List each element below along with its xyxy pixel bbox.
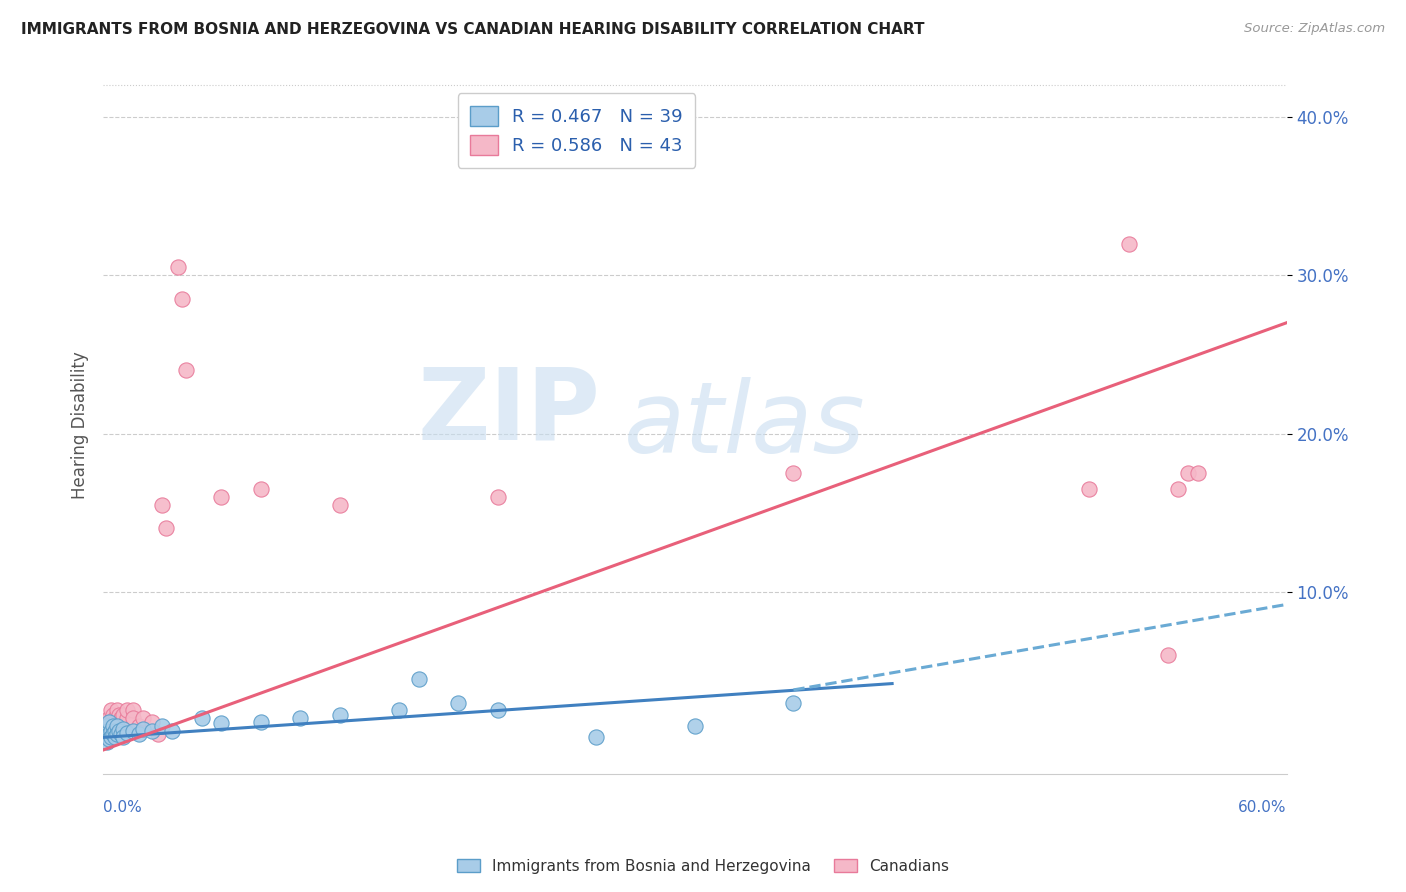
- Point: [111, 723, 134, 737]
- Legend: R = 0.467   N = 39, R = 0.586   N = 43: R = 0.467 N = 39, R = 0.586 N = 43: [458, 94, 695, 168]
- Point: [250, 482, 273, 496]
- Y-axis label: Hearing Disability: Hearing Disability: [72, 351, 89, 500]
- Point: [131, 723, 153, 737]
- Point: [329, 708, 352, 723]
- Point: [100, 714, 122, 729]
- Point: [174, 363, 197, 377]
- Point: [104, 711, 127, 725]
- Point: [96, 714, 118, 729]
- Point: [1187, 466, 1209, 480]
- Point: [94, 731, 117, 745]
- Point: [100, 704, 122, 718]
- Point: [1157, 648, 1180, 662]
- Point: [388, 704, 411, 718]
- Point: [105, 719, 128, 733]
- Text: IMMIGRANTS FROM BOSNIA AND HERZEGOVINA VS CANADIAN HEARING DISABILITY CORRELATIO: IMMIGRANTS FROM BOSNIA AND HERZEGOVINA V…: [21, 22, 925, 37]
- Point: [1078, 482, 1101, 496]
- Point: [141, 714, 163, 729]
- Point: [96, 727, 118, 741]
- Point: [94, 727, 117, 741]
- Point: [98, 714, 121, 729]
- Point: [250, 714, 273, 729]
- Point: [96, 724, 118, 739]
- Point: [150, 719, 173, 733]
- Point: [96, 719, 118, 733]
- Point: [111, 708, 134, 723]
- Point: [104, 714, 127, 729]
- Point: [211, 490, 233, 504]
- Point: [98, 711, 121, 725]
- Point: [101, 727, 124, 741]
- Point: [155, 521, 177, 535]
- Point: [111, 731, 134, 745]
- Point: [1167, 482, 1189, 496]
- Point: [94, 719, 117, 733]
- Point: [585, 731, 607, 745]
- Point: [98, 727, 121, 741]
- Point: [98, 731, 121, 746]
- Point: [131, 711, 153, 725]
- Point: [108, 708, 131, 723]
- Point: [170, 292, 193, 306]
- Point: [104, 724, 127, 739]
- Point: [101, 708, 124, 723]
- Point: [105, 727, 128, 741]
- Point: [101, 719, 124, 733]
- Point: [1118, 236, 1140, 251]
- Point: [111, 719, 134, 733]
- Point: [1177, 466, 1199, 480]
- Point: [167, 260, 190, 275]
- Point: [290, 711, 312, 725]
- Point: [115, 704, 138, 718]
- Text: 0.0%: 0.0%: [103, 800, 142, 815]
- Point: [121, 711, 143, 725]
- Point: [148, 727, 170, 741]
- Point: [104, 731, 127, 745]
- Point: [100, 724, 122, 739]
- Point: [150, 498, 173, 512]
- Point: [96, 735, 118, 749]
- Point: [128, 719, 150, 733]
- Point: [160, 724, 183, 739]
- Point: [101, 719, 124, 733]
- Point: [115, 725, 138, 739]
- Legend: Immigrants from Bosnia and Herzegovina, Canadians: Immigrants from Bosnia and Herzegovina, …: [451, 853, 955, 880]
- Point: [782, 696, 804, 710]
- Point: [100, 731, 122, 745]
- Point: [329, 498, 352, 512]
- Point: [105, 704, 128, 718]
- Point: [486, 704, 509, 718]
- Point: [121, 724, 143, 739]
- Point: [115, 711, 138, 725]
- Point: [108, 714, 131, 729]
- Text: Source: ZipAtlas.com: Source: ZipAtlas.com: [1244, 22, 1385, 36]
- Point: [110, 727, 132, 741]
- Point: [211, 716, 233, 731]
- Text: ZIP: ZIP: [418, 363, 600, 460]
- Point: [683, 719, 706, 733]
- Text: atlas: atlas: [624, 377, 866, 475]
- Point: [408, 672, 430, 686]
- Point: [98, 719, 121, 733]
- Point: [94, 724, 117, 739]
- Point: [108, 724, 131, 739]
- Point: [190, 711, 212, 725]
- Point: [110, 711, 132, 725]
- Text: 60.0%: 60.0%: [1239, 800, 1286, 815]
- Point: [486, 490, 509, 504]
- Point: [105, 719, 128, 733]
- Point: [141, 724, 163, 739]
- Point: [121, 704, 143, 718]
- Point: [128, 727, 150, 741]
- Point: [447, 696, 470, 710]
- Point: [782, 466, 804, 480]
